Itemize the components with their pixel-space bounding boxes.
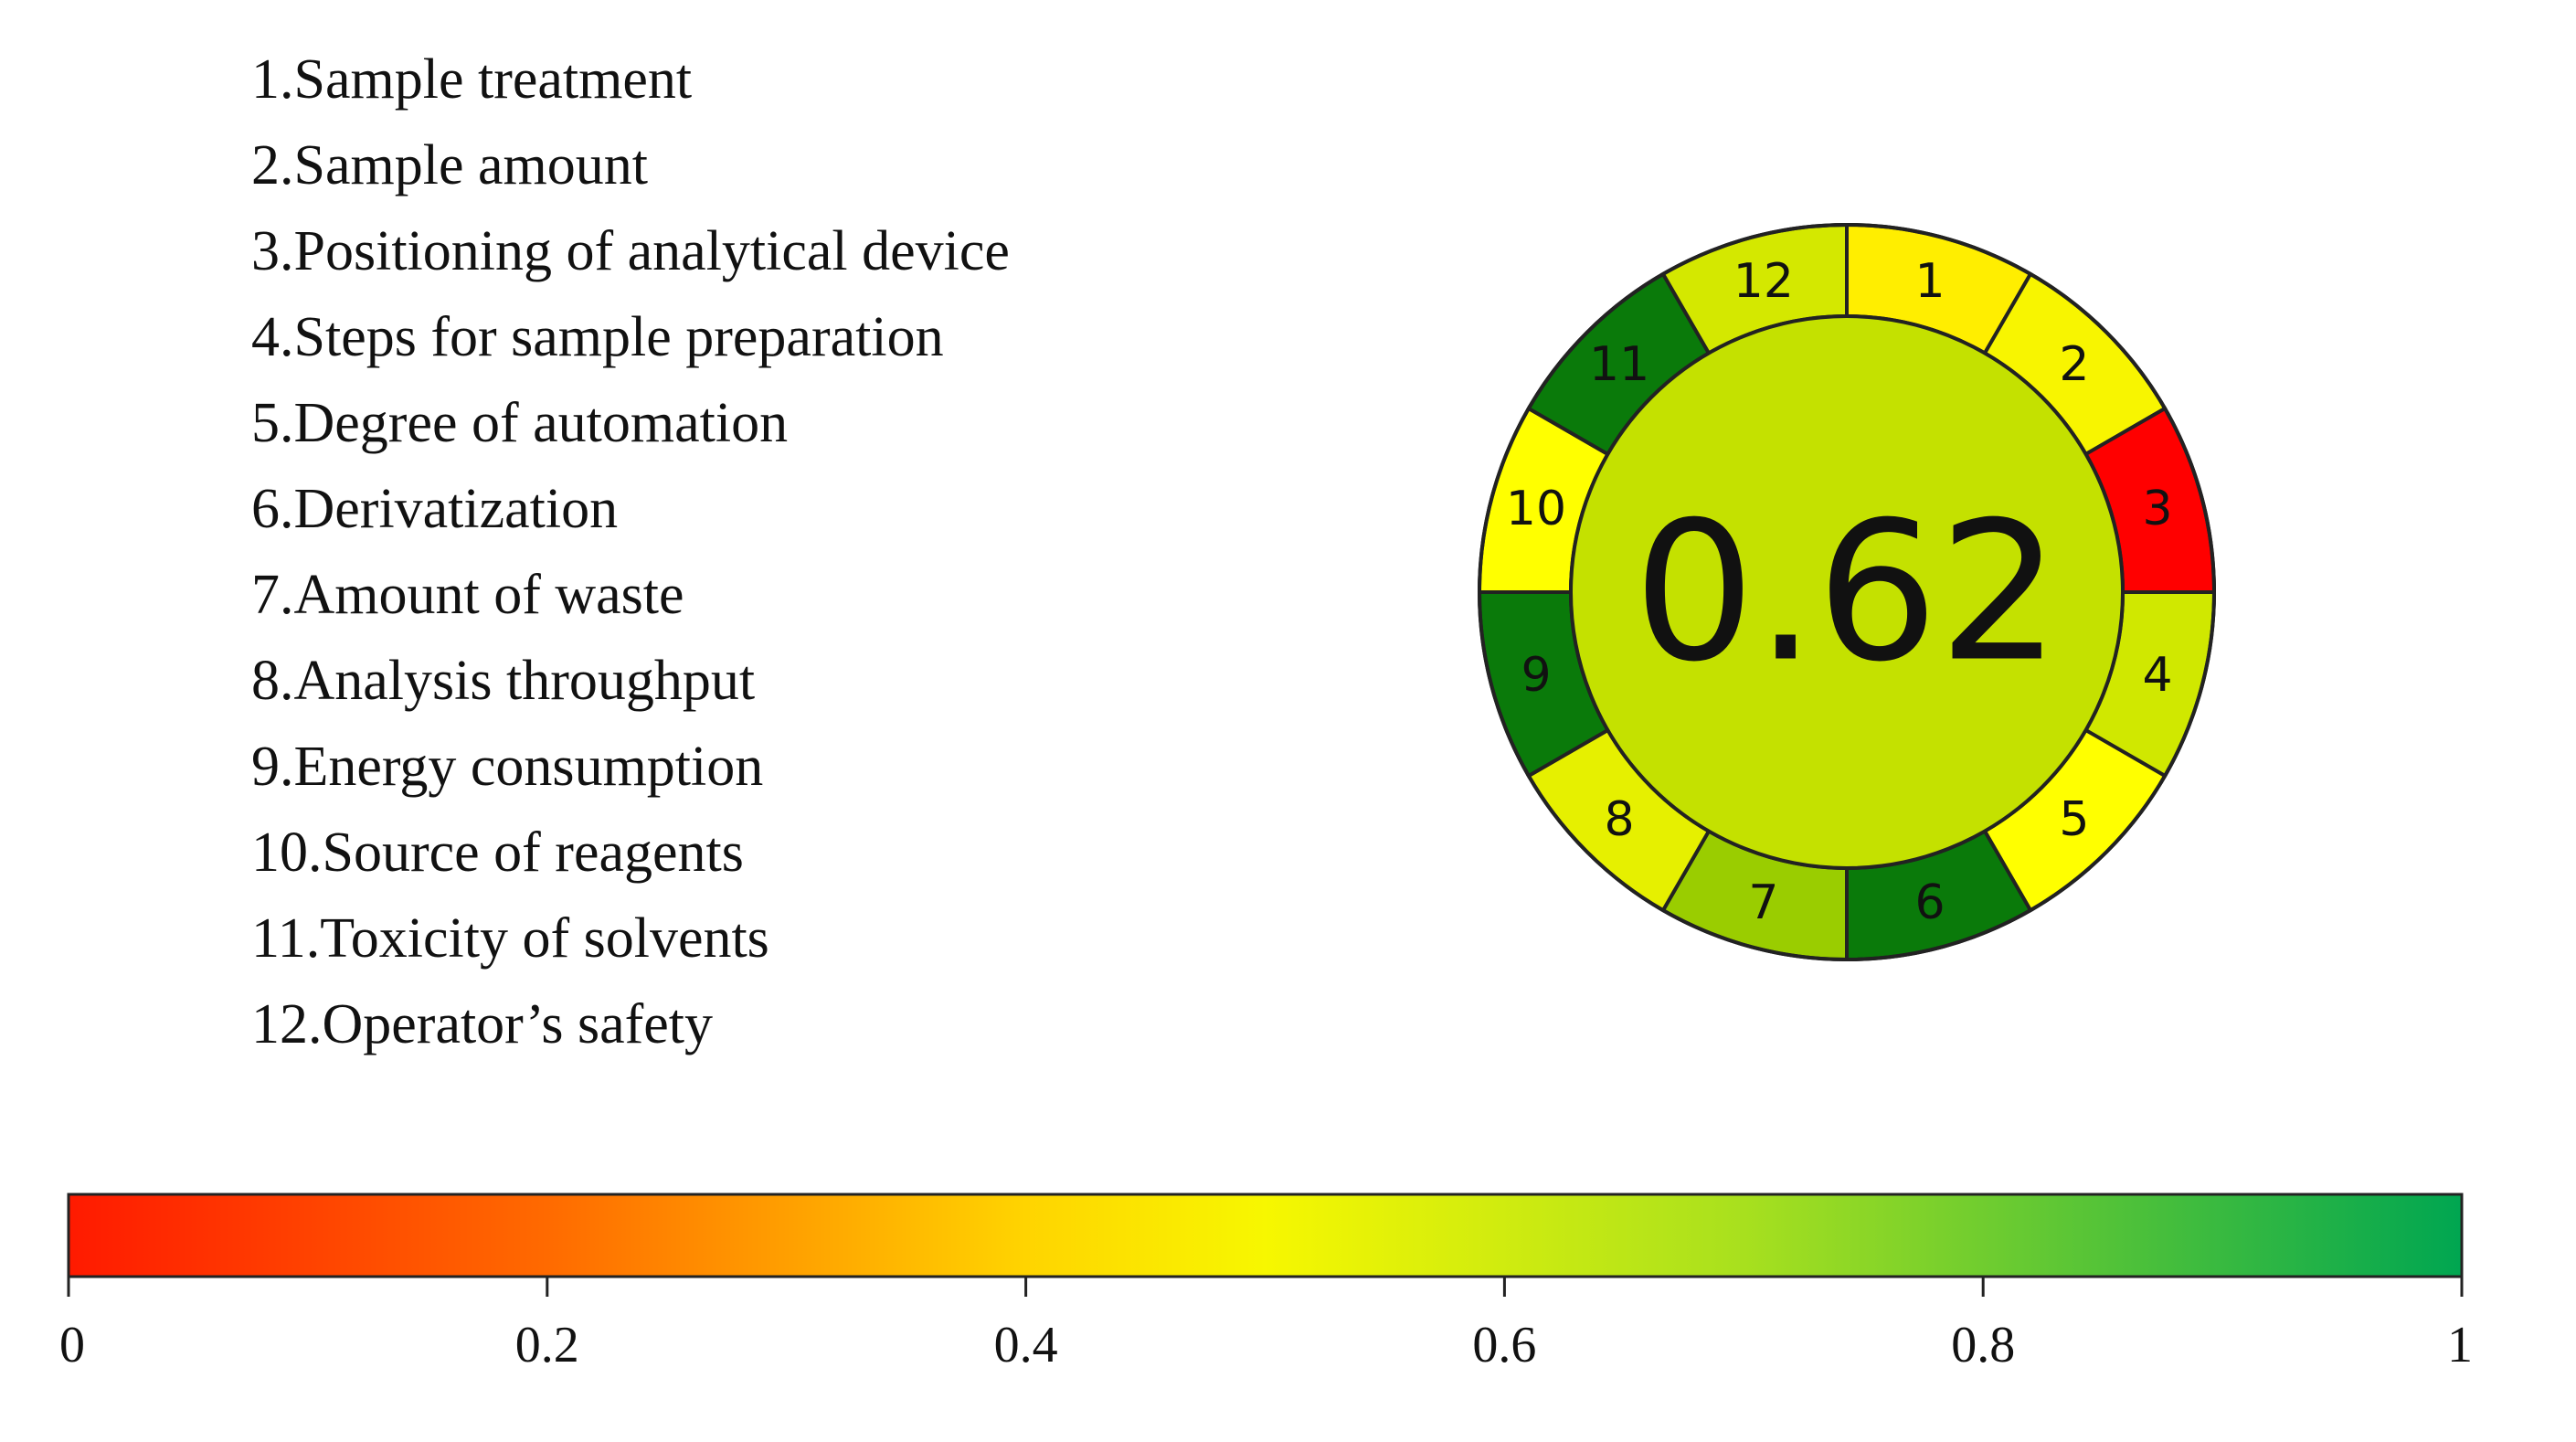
criterion-6: 6.Derivatization <box>251 478 619 540</box>
criterion-2: 2.Sample amount <box>251 134 648 196</box>
wheel-segment-label-7: 7 <box>1748 875 1778 930</box>
scale-tick-label-0.4: 0.4 <box>994 1317 1058 1373</box>
scale-tick-label-0.6: 0.6 <box>1472 1317 1536 1373</box>
wheel-segment-label-12: 12 <box>1733 254 1794 309</box>
criterion-4: 4.Steps for sample preparation <box>251 306 944 368</box>
criterion-3: 3.Positioning of analytical device <box>251 220 1010 282</box>
wheel-segment-label-1: 1 <box>1915 254 1945 309</box>
wheel-segment-label-2: 2 <box>2059 337 2089 392</box>
wheel-segment-label-3: 3 <box>2142 482 2172 536</box>
wheel-segment-label-6: 6 <box>1915 875 1945 930</box>
wheel-segment-label-11: 11 <box>1589 337 1649 392</box>
scale-tick-label-0: 0 <box>59 1317 85 1373</box>
color-scale-bar <box>67 1193 2464 1278</box>
wheel-segment-label-9: 9 <box>1521 648 1551 703</box>
wheel-segment-label-8: 8 <box>1605 792 1635 847</box>
criterion-11: 11.Toxicity of solvents <box>251 907 769 970</box>
criteria-list: 1.Sample treatment 2.Sample amount 3.Pos… <box>251 37 1010 1067</box>
wheel-center <box>1569 314 2125 870</box>
criterion-5: 5.Degree of automation <box>251 392 789 454</box>
overall-score: 0.62 <box>1633 481 2061 705</box>
wheel-segment-label-5: 5 <box>2059 792 2089 847</box>
wheel-outline <box>1478 223 2216 961</box>
criterion-7: 7.Amount of waste <box>251 564 684 626</box>
scale-tick-label-0.2: 0.2 <box>515 1317 579 1373</box>
scale-tick-label-0.8: 0.8 <box>1951 1317 2015 1373</box>
criterion-10: 10.Source of reagents <box>251 822 744 884</box>
wheel-segment-label-4: 4 <box>2142 648 2172 703</box>
criterion-12: 12.Operator’s safety <box>251 993 714 1055</box>
scale-tick-label-1: 1 <box>2447 1317 2473 1373</box>
criterion-8: 8.Analysis throughput <box>251 650 756 712</box>
wheel-segment-label-10: 10 <box>1506 482 1566 536</box>
criterion-1: 1.Sample treatment <box>251 48 693 111</box>
color-scale-ticks: 0 0.2 0.4 0.6 0.8 1 <box>59 1277 2473 1373</box>
criterion-9: 9.Energy consumption <box>251 736 764 798</box>
